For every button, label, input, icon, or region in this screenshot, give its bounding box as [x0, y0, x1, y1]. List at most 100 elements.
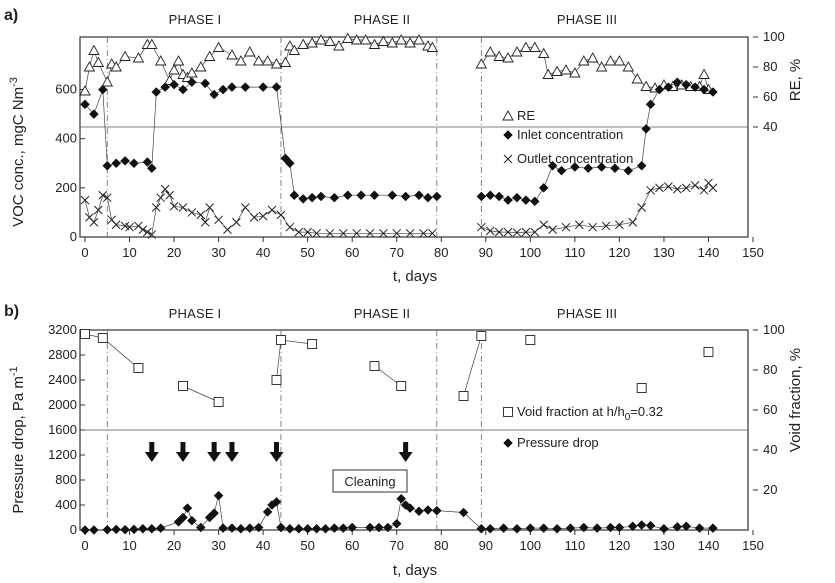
inlet-concentration-point — [476, 191, 487, 202]
outlet-concentration-point — [102, 193, 112, 203]
void-fraction-at-h-h0-0-32-point — [178, 381, 188, 391]
panel-a-series — [79, 32, 718, 239]
inlet-concentration-point — [556, 165, 567, 176]
outlet-concentration-line — [84, 182, 714, 236]
legend-re-marker — [502, 110, 514, 121]
inlet-concentration-point — [80, 99, 90, 110]
re-point — [284, 40, 296, 51]
outlet-concentration-point — [352, 228, 362, 238]
outlet-concentration-point — [708, 183, 718, 193]
cleaning-box — [332, 469, 408, 493]
pressure-drop-point — [645, 520, 656, 531]
x-tick-label: 90 — [479, 245, 493, 260]
inlet-concentration-point — [316, 191, 326, 202]
re-point — [529, 41, 541, 52]
pressure-drop-point — [672, 522, 683, 532]
outlet-concentration-point — [628, 217, 638, 227]
x-tick-label: 0 — [81, 245, 88, 260]
re-point — [493, 50, 505, 61]
outlet-concentration-point — [214, 215, 223, 225]
panel-a-x-ticks: 0 10 20 30 40 50 60 70 80 90 100 110 120 130 140 150 — [81, 237, 764, 260]
outlet-concentration-point — [521, 227, 531, 237]
inlet-concentration-point — [289, 190, 300, 201]
panel-a-phase-1: PHASE I — [169, 12, 222, 27]
pressure-drop-point — [262, 507, 273, 517]
pressure-drop-point — [182, 503, 193, 513]
pressure-drop-point — [271, 497, 282, 507]
outlet-concentration-point — [258, 211, 268, 221]
inlet-concentration-point — [610, 163, 620, 174]
outlet-concentration-point — [699, 185, 709, 195]
inlet-concentration-point — [369, 190, 380, 201]
inlet-concentration-point — [538, 183, 549, 193]
outlet-concentration-point — [379, 228, 388, 238]
pressure-drop-point — [209, 508, 220, 518]
cleaning-arrow-head — [207, 452, 222, 462]
legend-outlet-marker — [503, 154, 513, 164]
outlet-concentration-point — [303, 227, 313, 237]
inlet-concentration-point — [423, 192, 433, 203]
re-point — [235, 55, 247, 66]
pressure-drop-point — [218, 523, 228, 533]
cleaning-arrow — [398, 442, 413, 462]
y-left-tick-label: 2800 — [48, 347, 77, 362]
cleaning-arrow — [144, 442, 159, 462]
cleaning-arrow-head — [175, 452, 190, 462]
pressure-drop-point — [320, 523, 331, 534]
pressure-drop-point — [458, 507, 469, 518]
inlet-concentration-point — [342, 190, 353, 201]
re-point — [622, 61, 635, 72]
outlet-concentration-point — [160, 184, 170, 194]
y-left-tick-label: 1600 — [48, 422, 77, 437]
re-point — [631, 73, 643, 84]
pressure-drop-point — [396, 493, 407, 504]
inlet-concentration-point — [414, 190, 424, 201]
re-point — [560, 64, 572, 75]
cleaning-arrow — [175, 442, 190, 462]
panel-b-label: b) — [4, 303, 19, 320]
pressure-drop-point — [614, 522, 625, 533]
re-point — [502, 52, 514, 63]
void-fraction-at-h-h0-0-32-point — [80, 329, 90, 339]
pressure-drop-point — [374, 522, 384, 533]
void-fraction-at-h-h0-0-32-point — [476, 331, 487, 341]
outlet-concentration-point — [365, 228, 375, 238]
outlet-concentration-point — [690, 181, 700, 190]
panel-b-right-ticks: 20 40 60 80 100 — [753, 322, 785, 497]
x-tick-label: 30 — [211, 538, 225, 553]
y-right-tick-label: 80 — [763, 59, 777, 74]
outlet-concentration-point — [187, 208, 197, 217]
outlet-concentration-point — [325, 228, 335, 238]
re-point — [154, 55, 167, 66]
re-point — [595, 61, 608, 72]
inlet-concentration-point — [529, 196, 540, 207]
outlet-concentration-point — [138, 225, 148, 234]
cleaning-annotation: Cleaning — [344, 474, 395, 489]
void-fraction-at-h-h0-0-32-point — [369, 361, 380, 371]
outlet-concentration-point — [637, 203, 647, 212]
inlet-concentration-point — [307, 192, 317, 203]
outlet-concentration-point — [178, 203, 188, 212]
inlet-concentration-point — [387, 190, 398, 201]
inlet-concentration-point — [623, 165, 634, 176]
pressure-drop-point — [627, 521, 638, 532]
inlet-concentration-point — [400, 191, 411, 202]
panel-b-phase-lines — [106, 330, 482, 530]
re-point — [698, 68, 710, 79]
re-point — [306, 37, 318, 48]
outlet-concentration-point — [80, 195, 90, 205]
outlet-concentration-point — [240, 203, 250, 212]
pressure-drop-point — [365, 522, 375, 533]
outlet-concentration-point — [111, 220, 121, 230]
re-point — [83, 61, 96, 72]
re-point — [324, 35, 336, 46]
inlet-concentration-point — [547, 160, 558, 171]
x-tick-label: 140 — [698, 538, 720, 553]
x-tick-label: 90 — [479, 538, 493, 553]
re-point — [604, 55, 617, 66]
panel-a-label: a) — [4, 7, 18, 24]
panel-a-phase-2: PHASE II — [354, 12, 411, 27]
inlet-concentration-point — [227, 82, 237, 92]
pressure-drop-point — [129, 524, 139, 535]
inlet-concentration-point — [169, 79, 179, 90]
